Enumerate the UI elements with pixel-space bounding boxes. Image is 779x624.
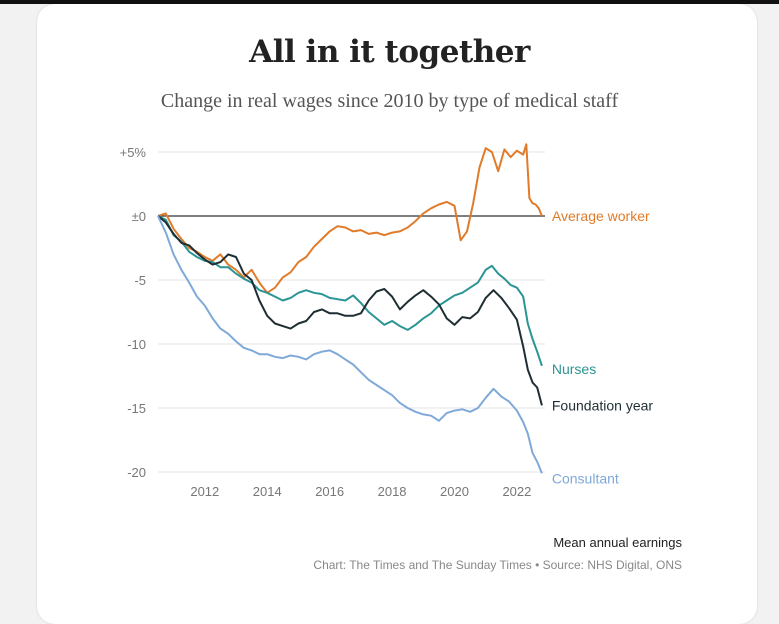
grid [158, 151, 545, 473]
x-tick-label: 2012 [190, 484, 219, 499]
chart-title: All in it together [249, 34, 530, 70]
y-tick-label: -5 [134, 273, 146, 288]
series-label-nurses: Nurses [552, 361, 596, 377]
series-label-consultant: Consultant [552, 470, 619, 486]
x-tick-label: 2014 [253, 484, 282, 499]
x-tick-label: 2016 [315, 484, 344, 499]
series-lines [157, 143, 543, 474]
chart-note: Mean annual earnings [553, 535, 682, 550]
series-labels: Average worker Nurses Foundation year Consu… [552, 208, 654, 486]
x-tick-label: 2022 [502, 484, 531, 499]
chart-source: Chart: The Times and The Sunday Times • … [313, 558, 682, 572]
y-tick-label: -10 [127, 337, 146, 352]
series-line-foundation-year [157, 215, 543, 406]
y-tick-label: -15 [127, 401, 146, 416]
series-line-nurses [157, 215, 543, 367]
chart-subtitle: Change in real wages since 2010 by type … [160, 90, 619, 112]
top-edge-bar [0, 0, 779, 4]
y-tick-label: ±0 [132, 209, 146, 224]
x-tick-label: 2018 [378, 484, 407, 499]
series-label-average-worker: Average worker [552, 208, 650, 224]
y-tick-label: -20 [127, 465, 146, 480]
series-line-consultant [157, 215, 543, 474]
chart-card [37, 4, 757, 624]
series-line-average-worker [157, 143, 543, 294]
x-tick-label: 2020 [440, 484, 469, 499]
line-chart: 2012 2014 2016 2018 2020 2022 +5% ±0 -5 -10 -15 -2… [120, 143, 654, 499]
series-label-foundation-year: Foundation year [552, 397, 654, 413]
y-axis-ticks: +5% ±0 -5 -10 -15 -20 [120, 145, 147, 480]
x-axis-ticks: 2012 2014 2016 2018 2020 2022 [190, 484, 531, 499]
y-tick-label: +5% [120, 145, 147, 160]
